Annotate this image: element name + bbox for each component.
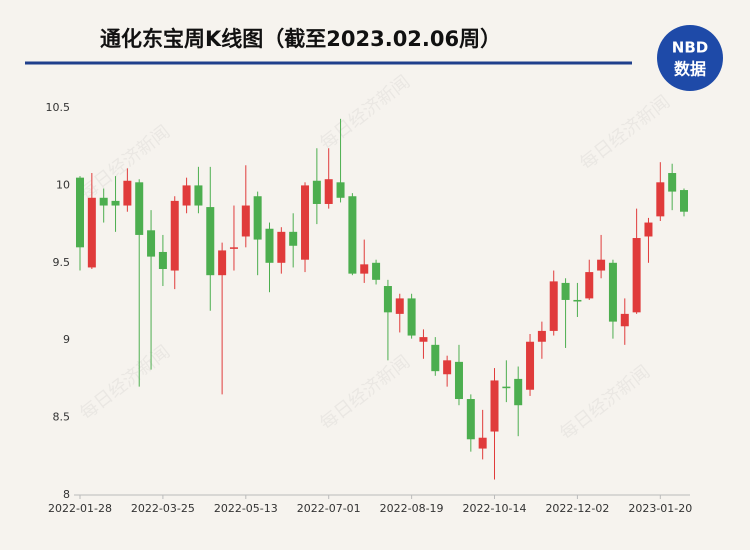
candle-body: [431, 344, 440, 372]
candle-body: [218, 250, 227, 276]
candle-body: [99, 197, 108, 206]
logo-text: NBD: [672, 39, 708, 57]
y-tick-label: 8.5: [53, 411, 71, 424]
candle-body: [620, 313, 629, 327]
candle-body: [182, 185, 191, 206]
candle-body: [158, 251, 167, 269]
candle-body: [585, 272, 594, 299]
x-tick-label: 2022-05-13: [214, 502, 278, 515]
candle-body: [478, 437, 487, 449]
candle-body: [76, 177, 84, 248]
candle-body: [466, 399, 475, 440]
candle-body: [419, 337, 428, 342]
logo-text: 数据: [674, 60, 706, 79]
x-tick-label: 2022-12-02: [545, 502, 609, 515]
candle-body: [147, 230, 156, 257]
candle-body: [407, 298, 416, 336]
x-tick-label: 2022-08-19: [380, 502, 444, 515]
candle-body: [135, 182, 144, 235]
x-tick-label: 2022-10-14: [463, 502, 527, 515]
candle-body: [170, 200, 179, 271]
candle-body: [454, 361, 463, 400]
candle-body: [668, 173, 677, 192]
candle-body: [277, 231, 286, 263]
candle-body: [324, 179, 333, 204]
x-tick-label: 2022-03-25: [131, 502, 195, 515]
candle-body: [395, 298, 404, 314]
candle-body: [265, 228, 274, 263]
x-tick-label: 2022-01-28: [48, 502, 112, 515]
watermark: 每日经济新闻: [556, 361, 654, 444]
watermark: 每日经济新闻: [316, 351, 414, 434]
candle-body: [87, 197, 96, 268]
candle-body: [206, 207, 215, 276]
candle-body: [537, 330, 546, 342]
y-tick-label: 8: [63, 488, 70, 501]
candle-body: [632, 238, 641, 313]
candle-body: [514, 378, 523, 406]
watermark: 每日经济新闻: [76, 341, 174, 424]
candle-body: [348, 196, 357, 274]
y-tick-label: 10: [56, 178, 70, 191]
candle-body: [312, 180, 321, 204]
candle-body: [561, 282, 570, 300]
candle-body: [597, 259, 606, 271]
y-tick-label: 9.5: [53, 256, 71, 269]
watermark: 每日经济新闻: [316, 71, 414, 154]
chart-title: 通化东宝周K线图（截至2023.02.06周）: [100, 27, 501, 51]
candle-body: [383, 286, 392, 313]
candle-body: [241, 205, 250, 237]
watermark: 每日经济新闻: [576, 91, 674, 174]
candle-body: [680, 190, 688, 212]
candle-body: [336, 182, 345, 198]
x-tick-label: 2022-07-01: [297, 502, 361, 515]
candle-body: [360, 264, 369, 274]
candle-body: [443, 360, 452, 375]
candle-body: [253, 196, 262, 240]
candle-body: [194, 185, 203, 206]
candle-body: [502, 386, 511, 389]
candle-body: [644, 222, 653, 237]
x-tick-label: 2023-01-20: [628, 502, 692, 515]
candle-body: [656, 182, 665, 217]
logo-badge: [657, 25, 723, 91]
candle-body: [123, 180, 132, 206]
y-tick-label: 9: [63, 333, 70, 346]
candle-body: [526, 341, 535, 390]
candle-body: [289, 231, 298, 246]
candle-body: [573, 299, 582, 302]
candle-body: [229, 247, 238, 249]
candle-body: [549, 281, 558, 331]
candle-body: [301, 185, 310, 260]
candle-body: [490, 380, 499, 432]
y-tick-label: 10.5: [46, 101, 71, 114]
candle-body: [608, 262, 617, 322]
candle-body: [372, 262, 381, 280]
candle-body: [111, 200, 120, 206]
